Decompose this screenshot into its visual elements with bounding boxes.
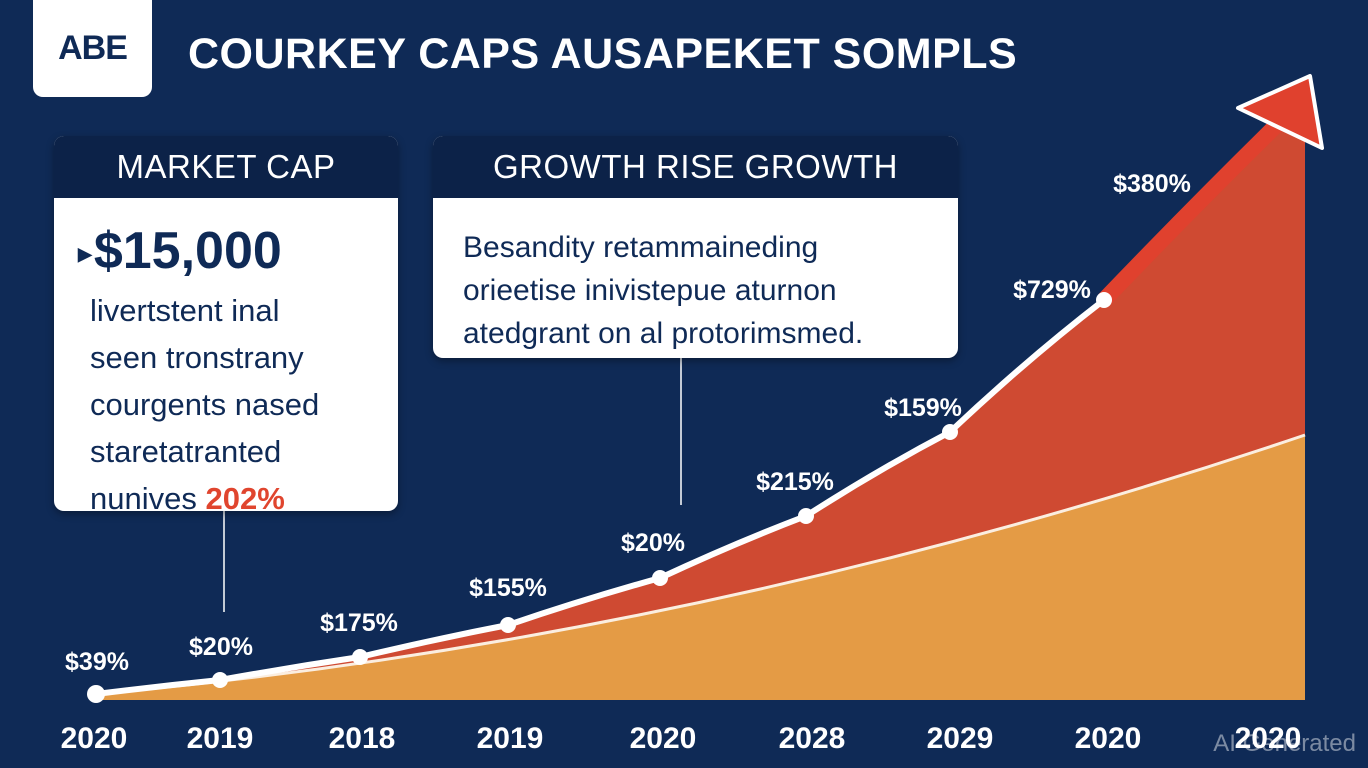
market-cap-value: $15,000 xyxy=(93,222,282,280)
data-point xyxy=(798,508,814,524)
data-point xyxy=(500,617,516,633)
data-point xyxy=(652,570,668,586)
market-cap-line: nunives 202% xyxy=(90,475,398,511)
growth-line: orieetise inivistepue aturnon xyxy=(463,274,837,307)
data-label: $159% xyxy=(884,394,962,422)
lower-area-line xyxy=(95,433,1306,696)
data-label: $20% xyxy=(189,633,253,661)
data-label: $39% xyxy=(65,648,129,676)
triangle-icon: ▶ xyxy=(78,244,92,265)
market-cap-value-row: ▶$15,000 xyxy=(78,218,398,287)
data-point xyxy=(212,672,228,688)
data-point xyxy=(1096,292,1112,308)
x-tick-label: 2029 xyxy=(927,722,994,755)
market-cap-heading: MARKET CAP xyxy=(54,136,398,198)
data-point xyxy=(352,649,368,665)
watermark: AI Generated xyxy=(1213,730,1356,757)
data-label: $175% xyxy=(320,609,398,637)
market-cap-line: seen tronstrany xyxy=(90,340,304,376)
logo: ABE xyxy=(33,0,152,97)
x-tick-label: 2019 xyxy=(187,722,254,755)
data-point xyxy=(87,685,105,703)
market-cap-highlight: 202% xyxy=(205,481,285,511)
market-cap-line: staretatranted xyxy=(90,434,282,470)
lower-area xyxy=(96,435,1305,700)
data-label: $155% xyxy=(469,574,547,602)
x-tick-label: 2019 xyxy=(477,722,544,755)
data-label: $215% xyxy=(756,468,834,496)
data-label: $380% xyxy=(1113,170,1191,198)
market-cap-line: courgents nased xyxy=(90,387,320,423)
growth-card: GROWTH RISE GROWTH Besandity retammained… xyxy=(433,136,958,358)
market-cap-card: MARKET CAP ▶$15,000 livertstent inal see… xyxy=(54,136,398,511)
market-cap-line: livertstent inal xyxy=(90,293,280,329)
growth-line: Besandity retammaineding xyxy=(463,231,819,264)
x-tick-label: 2028 xyxy=(779,722,846,755)
arrow-shaft xyxy=(1098,106,1296,306)
x-tick-label: 2018 xyxy=(329,722,396,755)
growth-heading: GROWTH RISE GROWTH xyxy=(433,136,958,198)
x-tick-label: 2020 xyxy=(1075,722,1142,755)
x-tick-label: 2020 xyxy=(1235,722,1302,755)
market-cap-last-text: nunives xyxy=(90,481,197,511)
x-tick-label: 2020 xyxy=(630,722,697,755)
growth-line: atedgrant on al protorimsmed. xyxy=(463,317,864,350)
data-label: $729% xyxy=(1013,276,1091,304)
data-point xyxy=(942,424,958,440)
arrow-head xyxy=(1236,74,1324,150)
page-title: COURKEY CAPS AUSAPEKET SOMPLS xyxy=(188,30,1018,78)
x-tick-label: 2020 xyxy=(61,722,128,755)
data-label: $20% xyxy=(621,529,685,557)
